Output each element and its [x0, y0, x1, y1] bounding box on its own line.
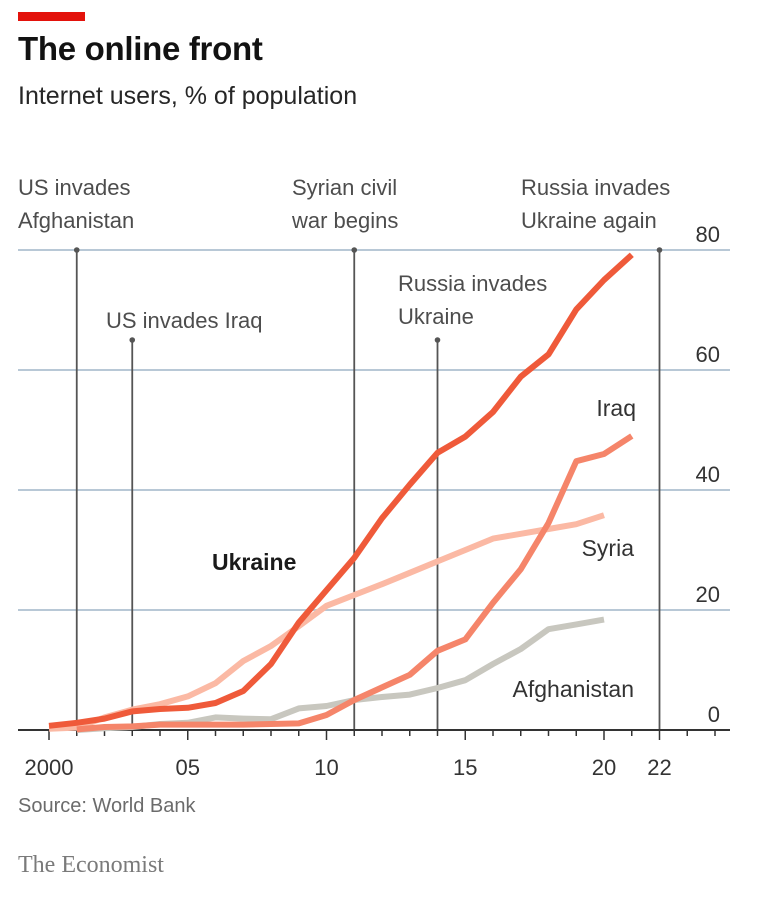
event-label-2014-line-2: Ukraine: [398, 304, 474, 329]
event-label-2001-line-1: US invades: [18, 175, 131, 200]
event-label-2014-line-1: Russia invades: [398, 271, 547, 296]
series-line-ukraine: [48, 252, 634, 729]
event-label-2001-line-2: Afghanistan: [18, 208, 134, 233]
economist-brand: The Economist: [18, 852, 164, 878]
gridlines: [18, 249, 730, 611]
event-label-2011-line-1: Syrian civil: [292, 175, 397, 200]
event-dot-2014: [434, 337, 441, 343]
series-label-iraq: Iraq: [596, 395, 636, 421]
x-tick-label-2010: 10: [314, 755, 338, 780]
x-axis: 2000 05 10 15 20 22: [18, 729, 730, 780]
y-tick-label-80: 80: [696, 222, 720, 247]
series-labels: Syria Afghanistan Iraq Ukraine: [212, 395, 636, 702]
series-line-afghanistan: [76, 616, 605, 733]
x-tick-label-2015: 15: [453, 755, 477, 780]
event-markers: US invades Afghanistan US invades Iraq Syri…: [18, 175, 670, 730]
chart-title: The online front: [18, 30, 263, 67]
event-label-2011-line-2: war begins: [291, 208, 398, 233]
event-label-2022-line-1: Russia invades: [521, 175, 670, 200]
y-tick-label-20: 20: [696, 582, 720, 607]
y-tick-label-60: 60: [696, 342, 720, 367]
event-label-2022-line-2: Ukraine again: [521, 208, 657, 233]
chart-subtitle: Internet users, % of population: [18, 82, 358, 110]
x-tick-label-2000: 2000: [25, 755, 74, 780]
y-tick-label-0: 0: [708, 702, 720, 727]
x-tick-label-2020: 20: [592, 755, 616, 780]
series-label-ukraine: Ukraine: [212, 549, 296, 575]
series-lines: [48, 252, 634, 733]
series-line-iraq: [76, 433, 634, 733]
source-note: Source: World Bank: [18, 795, 196, 817]
series-label-syria: Syria: [582, 535, 635, 561]
event-dot-2001: [73, 247, 80, 253]
x-tick-label-2005: 05: [176, 755, 200, 780]
y-axis: 0 20 40 60 80: [696, 222, 720, 727]
event-dot-2011: [351, 247, 358, 253]
x-tick-label-2022: 22: [647, 755, 671, 780]
y-tick-label-40: 40: [696, 462, 720, 487]
series-label-afghanistan: Afghanistan: [513, 676, 634, 702]
event-dot-2022: [656, 247, 663, 253]
event-dot-2003: [129, 337, 136, 343]
event-label-2003-line-1: US invades Iraq: [106, 308, 263, 333]
economist-red-bar: [18, 12, 85, 21]
